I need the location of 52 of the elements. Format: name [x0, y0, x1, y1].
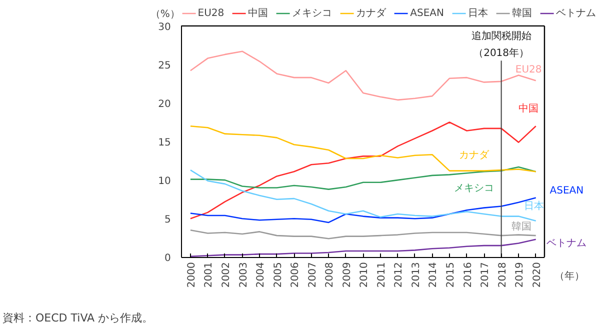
x-axis-title: （年） [554, 270, 584, 282]
text: カナダ [459, 150, 490, 161]
x-tick-label: 2002 [221, 262, 232, 288]
x-tick-label: 2004 [256, 262, 267, 288]
text: 韓国 [511, 222, 532, 233]
y-axis-title: （%） [150, 8, 180, 20]
x-tick-label: 2014 [428, 262, 440, 288]
line-series [190, 230, 536, 240]
x-tick-label: 2016 [462, 262, 474, 288]
x-tick-label: 2006 [290, 262, 302, 288]
ref-line-label: 追加関税開始 [471, 30, 532, 42]
text: メキシコ [454, 182, 494, 194]
legend-label: EU28 [198, 8, 224, 18]
text: ASEAN [550, 185, 584, 196]
x-tick-label: 2001 [204, 262, 215, 288]
text: ベトナム [546, 238, 587, 249]
x-tick-label: 2013 [410, 262, 422, 288]
x-tick-label: 2007 [307, 262, 318, 288]
legend-label: ASEAN [410, 8, 444, 18]
legend-label: 中国 [248, 6, 268, 20]
legend-label: カナダ [356, 7, 386, 20]
x-tick-label: 2019 [514, 262, 526, 288]
text: EU28 [515, 64, 542, 76]
x-tick-label: 2003 [238, 262, 250, 288]
line-series [190, 125, 536, 172]
line-series [190, 238, 536, 258]
x-tick-label: 2012 [394, 262, 405, 288]
text: 資料：OECD TiVA から作成。 [2, 312, 154, 324]
x-tick-label: 2005 [272, 262, 284, 288]
text: 中国 [518, 104, 539, 115]
x-tick-label: 2009 [342, 262, 353, 288]
legend-label: メキシコ [292, 7, 332, 20]
x-tick-label: 2015 [445, 262, 456, 288]
y-tick-label: 30 [158, 22, 171, 33]
y-tick-label: 0 [164, 253, 171, 264]
legend-label: ベトナム [556, 7, 596, 20]
y-tick-label: 25 [158, 60, 171, 72]
x-tick-label: 2011 [376, 262, 388, 288]
y-tick-label: 15 [158, 138, 171, 149]
legend-label: 韓国 [512, 6, 532, 20]
x-tick-label: 2017 [480, 262, 492, 288]
legend-label: 日本 [468, 6, 488, 20]
text: 日本 [524, 200, 544, 212]
annotation: （2018年） [474, 46, 530, 59]
x-tick-label: 2000 [186, 262, 198, 288]
y-tick-label: 10 [158, 176, 171, 188]
y-tick-label: 5 [164, 214, 171, 226]
x-tick-label: 2020 [532, 262, 543, 288]
y-tick-label: 20 [158, 99, 171, 110]
x-tick-label: 2010 [359, 262, 370, 288]
x-tick-label: 2018 [497, 262, 508, 288]
x-tick-label: 2008 [324, 262, 336, 288]
